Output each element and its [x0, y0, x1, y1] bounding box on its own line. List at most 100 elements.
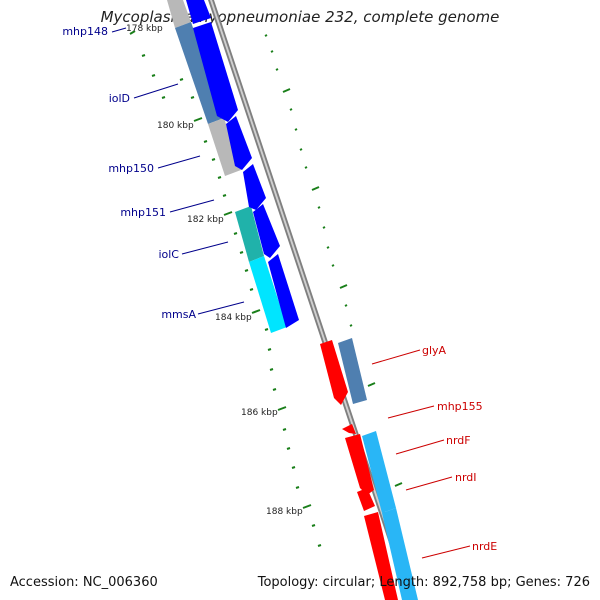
gene-label-mhp148: mhp148	[62, 25, 108, 38]
gene-label-iolD: iolD	[109, 92, 130, 105]
cds-feature	[243, 164, 266, 210]
gene-label-iolC: iolC	[158, 248, 179, 261]
tick-mark	[251, 309, 261, 314]
tick-label-180: 180 kbp	[157, 121, 194, 131]
cds-feature	[268, 254, 299, 328]
cds-feature	[253, 204, 280, 258]
tick-labels: 178 kbp 180 kbp 182 kbp 184 kbp 186 kbp …	[126, 24, 303, 517]
tick-mark	[264, 328, 269, 331]
tick-mark	[299, 148, 303, 151]
tick-mark	[267, 348, 272, 351]
tick-mark	[282, 428, 287, 431]
tick-mark	[249, 288, 254, 291]
tick-label-184: 184 kbp	[215, 313, 252, 323]
gene-label-glyA: glyA	[422, 344, 447, 357]
tick-mark	[222, 194, 227, 197]
cog-block	[249, 256, 287, 333]
tick-mark	[203, 140, 208, 143]
cds-feature	[186, 0, 211, 24]
label-leader	[387, 405, 435, 419]
gene-label-nrdE: nrdE	[472, 540, 497, 553]
tick-mark	[269, 368, 274, 371]
tick-label-188: 188 kbp	[266, 507, 303, 517]
gene-label-nrdI: nrdI	[455, 471, 477, 484]
tick-mark	[282, 88, 291, 93]
tick-mark	[331, 264, 335, 267]
tick-mark	[264, 34, 268, 37]
tick-label-186: 186 kbp	[241, 408, 278, 418]
tick-mark	[211, 158, 216, 161]
tick-mark	[317, 544, 322, 547]
cog-block	[382, 508, 418, 600]
cds-feature	[193, 22, 238, 122]
cds-feature	[345, 434, 374, 495]
label-leader	[405, 476, 453, 491]
tick-mark	[179, 78, 184, 81]
tick-mark	[295, 486, 300, 489]
cog-block	[362, 431, 396, 513]
tick-mark	[304, 166, 308, 169]
label-leader	[169, 199, 215, 213]
tick-mark	[317, 206, 321, 209]
forward-label-lines	[111, 27, 245, 315]
label-leader	[197, 301, 245, 315]
label-leader	[395, 439, 445, 455]
tick-mark	[239, 251, 244, 254]
label-leader	[421, 545, 471, 559]
accession-text: Accession: NC_006360	[10, 575, 158, 590]
cog-block	[338, 338, 367, 404]
tick-mark	[294, 128, 298, 131]
tick-mark	[311, 186, 320, 191]
cog-block	[208, 118, 241, 176]
tick-mark	[270, 50, 274, 53]
reverse-gene-labels: glyA mhp155 nrdF nrdI nrdE	[422, 344, 497, 553]
reverse-cds-track	[320, 340, 398, 600]
cds-feature	[364, 512, 398, 600]
label-leader	[371, 349, 421, 365]
tick-mark	[272, 388, 277, 391]
tick-mark	[233, 232, 238, 235]
cds-feature	[357, 488, 375, 511]
tick-mark	[367, 382, 376, 387]
tick-mark	[161, 96, 166, 99]
cog-ring	[167, 0, 418, 600]
gene-label-mhp150: mhp150	[108, 162, 154, 175]
forward-gene-labels: mhp148 iolD mhp150 mhp151 iolC mmsA	[62, 25, 196, 321]
tick-label-182: 182 kbp	[187, 215, 224, 225]
tick-mark	[326, 246, 330, 249]
cds-feature	[226, 116, 252, 170]
tick-mark	[275, 68, 279, 71]
reverse-label-lines	[371, 349, 471, 559]
label-leader	[157, 155, 201, 169]
tick-mark	[311, 524, 316, 527]
genome-summary-text: Topology: circular; Length: 892,758 bp; …	[257, 575, 590, 590]
label-leader	[111, 27, 127, 33]
tick-mark	[193, 117, 203, 122]
gene-label-mhp151: mhp151	[120, 206, 166, 219]
cds-feature	[342, 424, 356, 434]
cog-block	[175, 22, 224, 124]
outer-tick-track	[264, 34, 403, 487]
tick-mark	[286, 447, 291, 450]
tick-mark	[349, 324, 353, 327]
inner-tick-track	[129, 30, 322, 547]
tick-mark	[289, 108, 293, 111]
tick-label-178: 178 kbp	[126, 24, 163, 34]
tick-mark	[151, 74, 156, 77]
tick-mark	[394, 482, 403, 487]
cog-block	[167, 0, 191, 28]
tick-mark	[129, 30, 136, 35]
cog-block	[235, 206, 264, 262]
tick-mark	[291, 466, 296, 469]
tick-mark	[339, 284, 348, 289]
label-leader	[181, 241, 229, 255]
tick-mark	[217, 176, 222, 179]
label-leader	[133, 83, 179, 99]
tick-mark	[190, 96, 195, 99]
cds-feature	[320, 340, 348, 405]
tick-mark	[277, 406, 287, 411]
gene-label-nrdF: nrdF	[446, 434, 471, 447]
gene-label-mmsA: mmsA	[161, 308, 196, 321]
tick-mark	[302, 504, 312, 509]
